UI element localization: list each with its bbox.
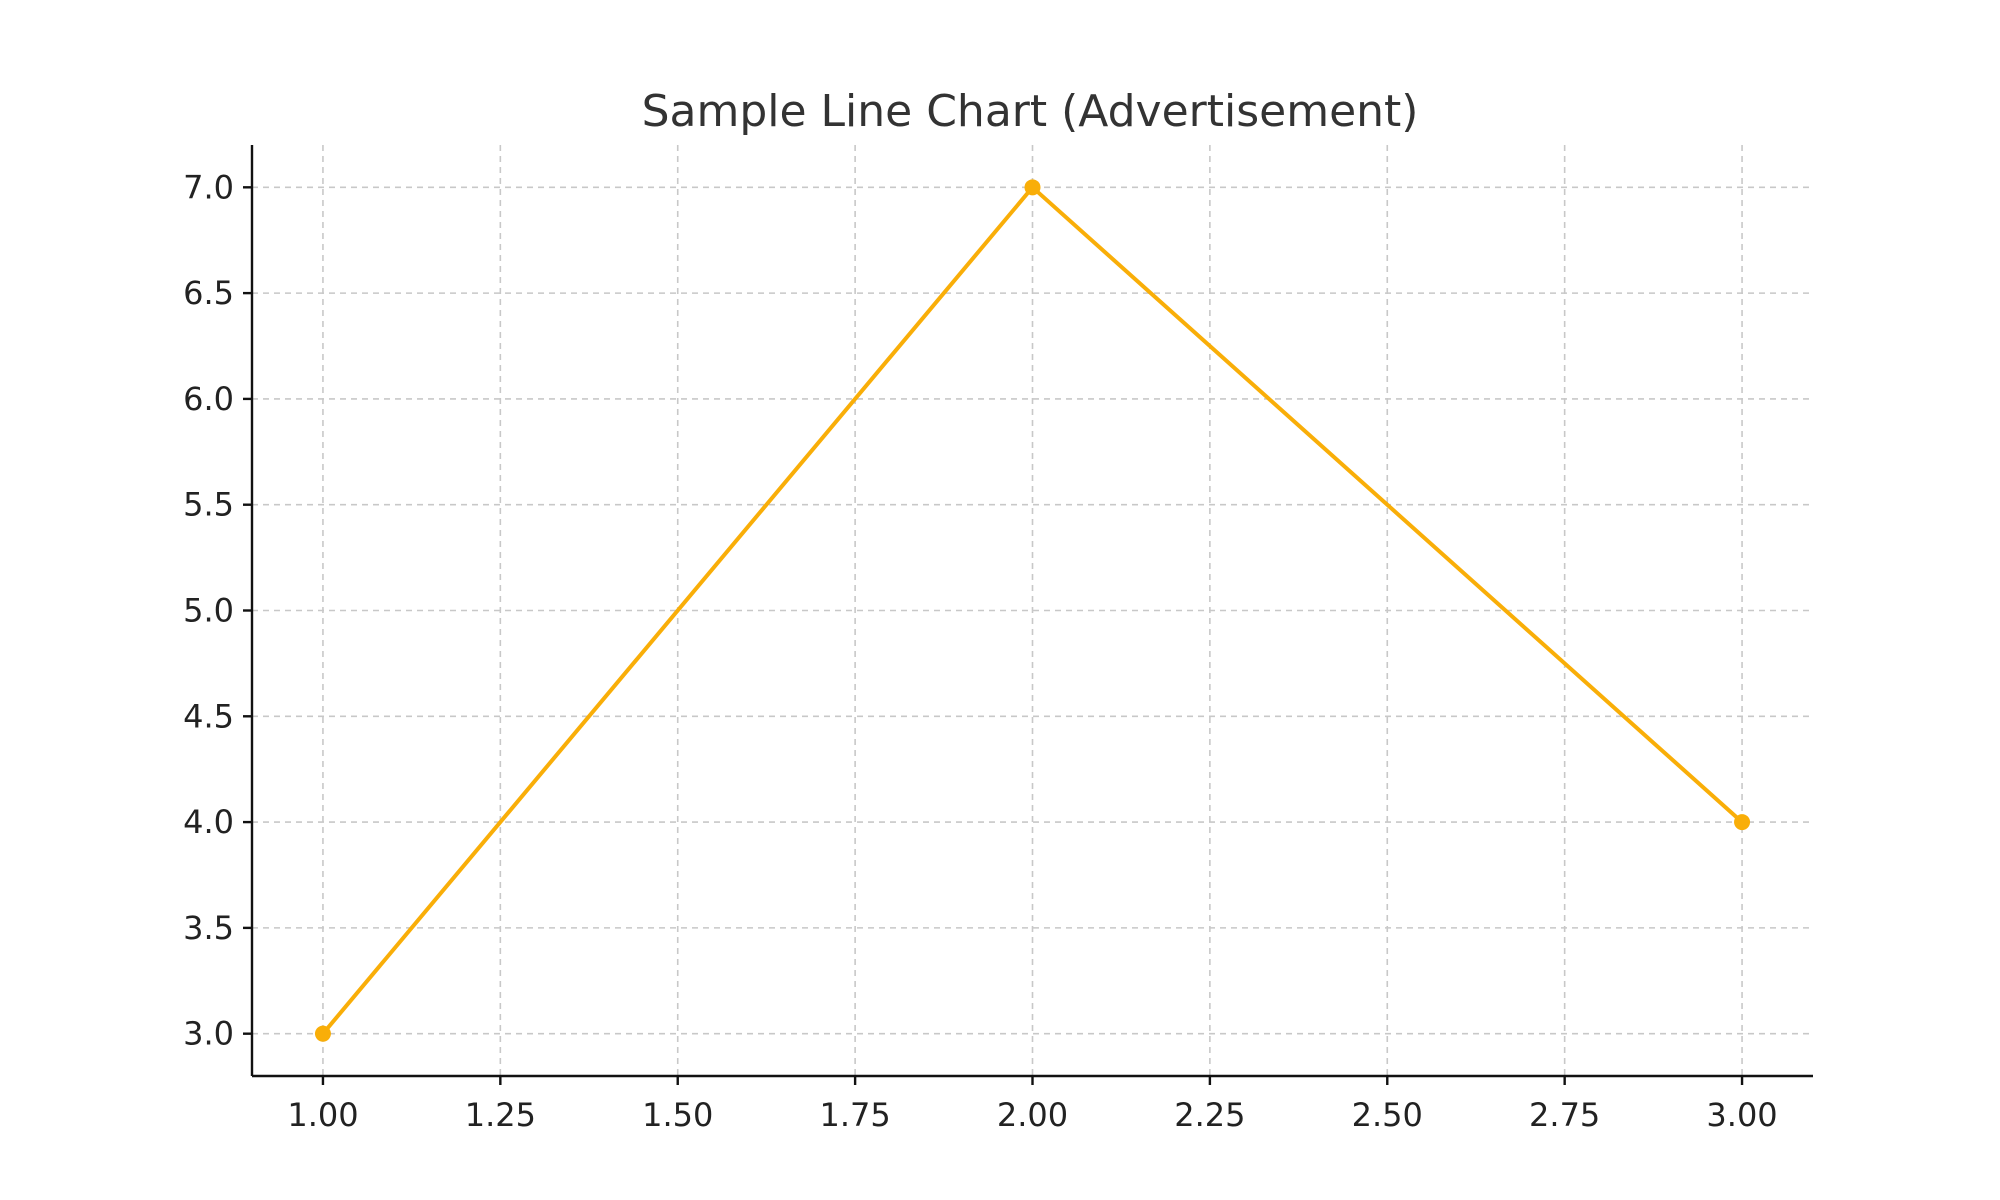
y-tick-label: 7.0 (183, 168, 234, 206)
x-tick-label: 1.50 (642, 1096, 713, 1134)
data-point (1734, 814, 1751, 831)
x-tick-label: 2.25 (1174, 1096, 1245, 1134)
data-point (1024, 179, 1041, 196)
y-tick-label: 3.0 (183, 1015, 234, 1053)
x-tick-label: 2.50 (1352, 1096, 1423, 1134)
data-point (314, 1025, 331, 1042)
x-tick-label: 2.00 (997, 1096, 1068, 1134)
y-tick-label: 6.5 (183, 274, 234, 312)
x-tick-label: 2.75 (1529, 1096, 1600, 1134)
y-tick-label: 4.5 (183, 697, 234, 735)
x-axis-ticks: 1.00 1.25 1.50 1.75 2.00 2.25 2.50 2.75 3.00 (287, 1076, 1778, 1134)
y-tick-label: 6.0 (183, 380, 234, 418)
x-tick-label: 3.00 (1706, 1096, 1777, 1134)
y-tick-label: 5.5 (183, 486, 234, 524)
y-tick-label: 4.0 (183, 803, 234, 841)
y-tick-label: 3.5 (183, 909, 234, 947)
series (314, 179, 1751, 1042)
grid (252, 145, 1813, 1076)
y-tick-label: 5.0 (183, 592, 234, 630)
chart-title: Sample Line Chart (Advertisement) (642, 86, 1419, 137)
x-tick-label: 1.00 (287, 1096, 358, 1134)
x-tick-label: 1.75 (819, 1096, 890, 1134)
y-axis-ticks: 3.0 3.5 4.0 4.5 5.0 5.5 6.0 6.5 7.0 (183, 168, 252, 1053)
x-tick-label: 1.25 (465, 1096, 536, 1134)
